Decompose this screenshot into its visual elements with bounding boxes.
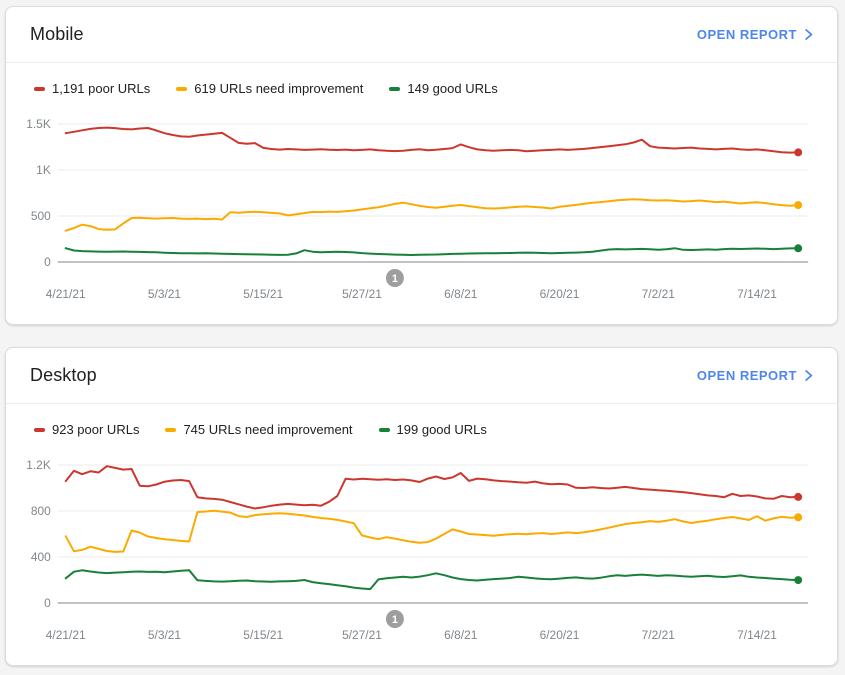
series-line-poor[interactable]: [64, 126, 800, 154]
y-tick-label: 0: [44, 596, 51, 610]
card-title-mobile: Mobile: [30, 24, 84, 44]
series-end-dot-poor: [794, 148, 803, 157]
series-line-poor[interactable]: [64, 465, 800, 510]
x-tick-label: 5/15/21: [243, 287, 283, 301]
legend-item-poor: 923 poor URLs: [34, 420, 139, 440]
mobile-card: Mobile OPEN REPORT 1,191 poor URLs 619 U…: [5, 6, 838, 325]
y-tick-label: 800: [31, 504, 51, 518]
x-tick-label: 5/27/21: [342, 628, 382, 642]
legend-label-poor: 923 poor URLs: [52, 422, 140, 437]
y-tick-label: 0: [44, 255, 51, 269]
x-tick-label: 5/3/21: [148, 628, 182, 642]
annotation-badge-label: 1: [392, 614, 398, 626]
series-end-dot-good: [794, 244, 803, 253]
x-tick-label: 6/8/21: [444, 628, 478, 642]
series-line-good[interactable]: [64, 247, 800, 256]
y-tick-label: 1K: [36, 163, 51, 177]
legend-label-good: 199 good URLs: [396, 422, 487, 437]
legend-label-poor: 1,191 poor URLs: [52, 81, 151, 96]
y-tick-label: 500: [31, 209, 51, 223]
legend-mobile: 1,191 poor URLs 619 URLs need improvemen…: [6, 63, 837, 99]
annotation-badge-label: 1: [392, 273, 398, 285]
open-report-label: OPEN REPORT: [696, 368, 797, 383]
legend-desktop: 923 poor URLs 745 URLs need improvement …: [6, 404, 837, 440]
series-line-needs_improvement[interactable]: [64, 509, 800, 553]
x-tick-label: 6/8/21: [444, 287, 478, 301]
legend-item-needs-improvement: 619 URLs need improvement: [176, 79, 363, 99]
y-tick-label: 400: [31, 550, 51, 564]
x-tick-label: 4/21/21: [46, 287, 86, 301]
x-tick-label: 5/3/21: [148, 287, 182, 301]
chevron-right-icon: [805, 29, 813, 40]
annotation-badge[interactable]: [385, 610, 404, 628]
mobile-card-header: Mobile OPEN REPORT: [6, 7, 837, 63]
x-tick-label: 7/14/21: [737, 628, 777, 642]
open-report-link-desktop[interactable]: OPEN REPORT: [697, 368, 813, 383]
series-line-good[interactable]: [64, 569, 800, 591]
legend-item-needs-improvement: 745 URLs need improvement: [165, 420, 353, 440]
legend-swatch-poor-icon: [34, 87, 45, 91]
desktop-chart[interactable]: 0 400 800 1.2K 4/21/21 5/3/21 5/15/21 5/27/21 6/…: [6, 443, 837, 663]
x-tick-label: 6/20/21: [540, 628, 580, 642]
legend-item-good: 149 good URLs: [389, 79, 498, 99]
series-end-dot-good: [794, 576, 803, 585]
legend-swatch-poor-icon: [34, 428, 45, 432]
x-tick-label: 7/2/21: [642, 628, 676, 642]
y-tick-label: 1.5K: [26, 117, 51, 131]
x-tick-label: 4/21/21: [46, 628, 86, 642]
legend-label-needs-improvement: 745 URLs need improvement: [183, 422, 353, 437]
chevron-right-icon: [805, 370, 813, 381]
legend-label-good: 149 good URLs: [407, 81, 498, 96]
series-end-dot-poor: [794, 492, 803, 501]
card-title-desktop: Desktop: [30, 365, 97, 385]
annotation-badge[interactable]: [385, 269, 404, 287]
legend-swatch-good-icon: [378, 428, 390, 432]
legend-swatch-needs-improvement-icon: [165, 428, 177, 432]
desktop-card: Desktop OPEN REPORT 923 poor URLs 745 UR…: [5, 347, 838, 666]
legend-item-poor: 1,191 poor URLs: [34, 79, 150, 99]
x-tick-label: 6/20/21: [540, 287, 580, 301]
x-tick-label: 7/2/21: [642, 287, 676, 301]
x-tick-label: 5/27/21: [342, 287, 382, 301]
open-report-link-mobile[interactable]: OPEN REPORT: [697, 27, 813, 42]
legend-swatch-needs-improvement-icon: [176, 87, 188, 91]
series-end-dot-needs_improvement: [794, 513, 803, 522]
legend-label-needs-improvement: 619 URLs need improvement: [194, 81, 364, 96]
x-tick-label: 7/14/21: [737, 287, 777, 301]
series-line-needs_improvement[interactable]: [64, 198, 800, 232]
legend-swatch-good-icon: [389, 87, 401, 91]
x-tick-label: 5/15/21: [243, 628, 283, 642]
open-report-label: OPEN REPORT: [696, 27, 797, 42]
series-end-dot-needs_improvement: [794, 201, 803, 210]
desktop-card-header: Desktop OPEN REPORT: [6, 348, 837, 404]
legend-item-good: 199 good URLs: [378, 420, 487, 440]
mobile-chart[interactable]: 0 500 1K 1.5K 4/21/21 5/3/21 5/15/21 5/27/21 6/8…: [6, 102, 837, 322]
y-tick-label: 1.2K: [26, 458, 51, 472]
